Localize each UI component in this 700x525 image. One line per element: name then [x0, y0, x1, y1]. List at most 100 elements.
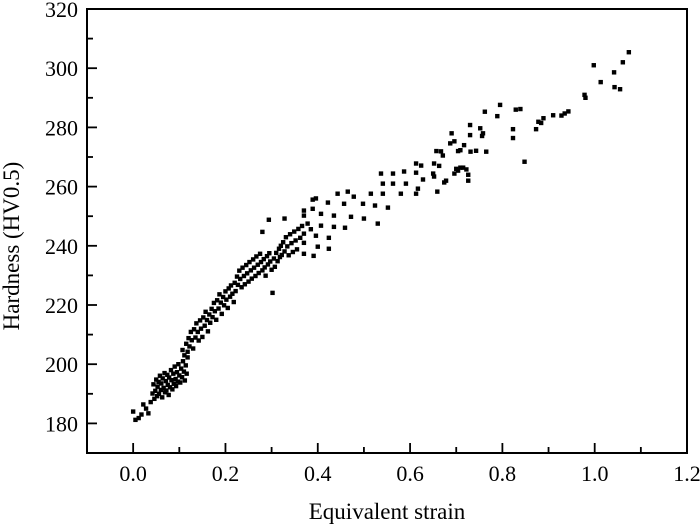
data-point [467, 132, 473, 138]
data-point [267, 251, 272, 256]
plot-frame [86, 8, 688, 454]
data-point [620, 60, 626, 65]
data-point [153, 388, 158, 394]
data-point [305, 221, 310, 226]
data-point [473, 148, 479, 153]
data-point [313, 196, 319, 201]
data-point [398, 191, 404, 196]
data-point [255, 262, 260, 267]
data-point [533, 126, 539, 132]
data-point [335, 191, 340, 196]
data-point [455, 148, 461, 154]
data-point [380, 191, 386, 196]
data-point [331, 224, 337, 230]
data-point [205, 329, 211, 334]
data-point [262, 265, 267, 270]
data-point [285, 244, 290, 249]
data-point [184, 371, 189, 376]
data-point [326, 235, 332, 241]
data-point [133, 417, 138, 423]
data-point [310, 206, 315, 211]
data-point [436, 163, 442, 169]
data-point [278, 243, 284, 248]
data-point [294, 247, 300, 252]
data-point [151, 382, 156, 387]
data-point [187, 344, 192, 349]
data-point [240, 265, 245, 270]
data-point [139, 412, 144, 417]
data-point [227, 294, 233, 299]
data-point [161, 385, 166, 391]
data-point [214, 317, 219, 322]
data-point [513, 107, 518, 112]
data-point [310, 197, 315, 202]
data-point [559, 113, 564, 118]
data-point [189, 338, 194, 343]
data-point [275, 258, 280, 264]
data-point [562, 111, 567, 116]
x-tick-label: 0.2 [212, 461, 240, 486]
x-tick-label: 0.8 [489, 461, 517, 486]
data-point [237, 268, 242, 273]
data-point [274, 250, 279, 256]
data-point [458, 147, 463, 153]
data-point [231, 299, 236, 305]
data-point [244, 262, 249, 268]
data-point [230, 291, 235, 296]
data-point [566, 109, 571, 114]
data-point [286, 253, 291, 258]
data-point [268, 259, 273, 264]
data-point [378, 171, 384, 176]
data-point [290, 249, 296, 255]
data-point [239, 285, 244, 290]
data-point [158, 387, 164, 393]
data-point [538, 120, 544, 126]
data-point [211, 300, 217, 306]
data-point [390, 181, 396, 186]
y-axis-title: Hardness (HV0.5) [0, 162, 24, 331]
y-tick-label: 220 [45, 293, 78, 318]
data-point [180, 359, 186, 364]
data-point [460, 165, 466, 170]
data-point [368, 191, 374, 196]
data-point [271, 256, 277, 261]
data-point [141, 402, 146, 407]
data-point [177, 373, 182, 378]
data-point [342, 225, 348, 230]
data-point [415, 186, 421, 191]
data-point [550, 113, 556, 118]
data-point [280, 240, 286, 245]
data-point [208, 320, 213, 325]
data-point [154, 377, 159, 382]
data-point [210, 314, 215, 320]
x-tick-label: 0.6 [396, 461, 424, 486]
data-point [220, 294, 226, 300]
data-point [143, 406, 149, 411]
data-point [431, 174, 437, 179]
data-point [458, 165, 463, 170]
data-point [348, 214, 354, 219]
data-point [497, 102, 503, 108]
data-point [263, 273, 268, 278]
data-point [311, 253, 316, 259]
data-point [301, 208, 307, 213]
data-point [296, 226, 301, 232]
y-tick-label: 240 [45, 234, 78, 259]
data-point [401, 169, 407, 174]
data-point [266, 217, 272, 222]
data-point [180, 347, 185, 353]
data-point [173, 376, 178, 382]
data-point [160, 395, 165, 400]
data-point [331, 213, 337, 218]
data-point [194, 321, 199, 326]
data-point [182, 378, 188, 383]
data-point [202, 323, 207, 328]
data-point [250, 257, 256, 262]
data-point [201, 315, 206, 320]
data-point [522, 159, 527, 164]
x-tick-label: 0.0 [119, 461, 147, 486]
data-point [155, 384, 160, 389]
data-point [282, 216, 287, 221]
